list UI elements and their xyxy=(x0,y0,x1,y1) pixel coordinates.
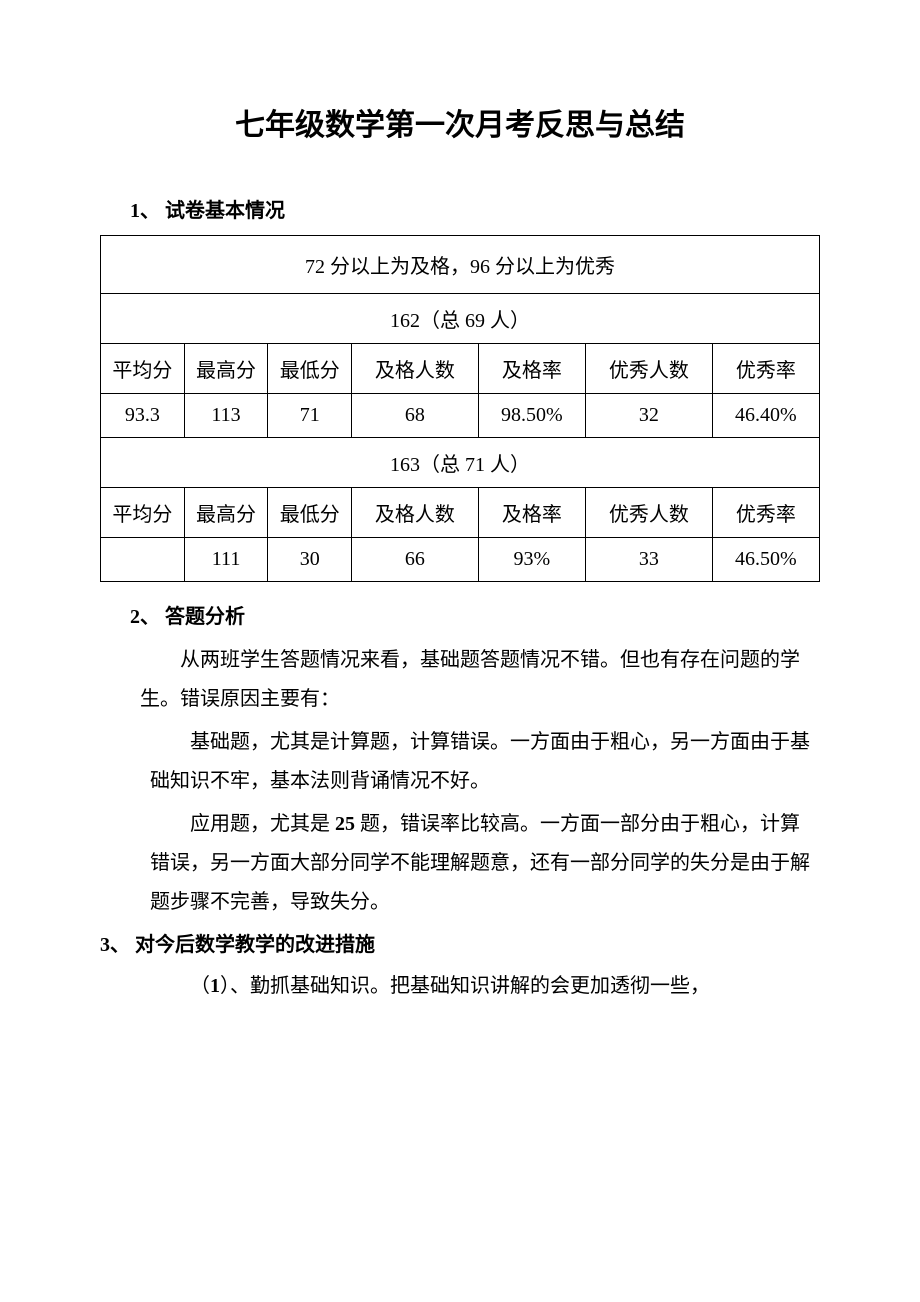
column-header-min: 最低分 xyxy=(268,488,352,538)
column-header-exrate: 优秀率 xyxy=(712,488,819,538)
table-row: 93.3 113 71 68 98.50% 32 46.40% xyxy=(101,394,820,438)
cell-class2-passrate: 93% xyxy=(478,538,585,582)
cell-class1-passrate: 98.50% xyxy=(478,394,585,438)
para4-suffix: ）、勤抓基础知识。把基础知识讲解的会更加透彻一些， xyxy=(220,975,710,997)
paragraph-1: 从两班学生答题情况来看，基础题答题情况不错。但也有存在问题的学生。错误原因主要有… xyxy=(140,641,810,719)
table-row: 162（总 69 人） xyxy=(101,294,820,344)
para3-bold-number: 25 xyxy=(335,813,355,835)
para4-bold-number: 1 xyxy=(210,975,220,997)
section-1-heading: 1、 试卷基本情况 xyxy=(130,194,820,223)
paragraph-2: 基础题，尤其是计算题，计算错误。一方面由于粗心，另一方面由于基础知识不牢，基本法… xyxy=(150,723,810,801)
column-header-exrate: 优秀率 xyxy=(712,344,819,394)
table-row: 72 分以上为及格，96 分以上为优秀 xyxy=(101,236,820,294)
cell-class1-min: 71 xyxy=(268,394,352,438)
cell-class1-passnum: 68 xyxy=(352,394,479,438)
cell-class1-avg: 93.3 xyxy=(101,394,185,438)
cell-class2-min: 30 xyxy=(268,538,352,582)
cell-class1-exnum: 32 xyxy=(586,394,713,438)
cell-class1-max: 113 xyxy=(184,394,268,438)
paragraph-4: （1）、勤抓基础知识。把基础知识讲解的会更加透彻一些， xyxy=(150,967,810,1006)
column-header-avg: 平均分 xyxy=(101,488,185,538)
section-3-heading: 3、 对今后数学教学的改进措施 xyxy=(100,928,820,957)
class-163-header: 163（总 71 人） xyxy=(101,438,820,488)
column-header-max: 最高分 xyxy=(184,488,268,538)
column-header-avg: 平均分 xyxy=(101,344,185,394)
column-header-passnum: 及格人数 xyxy=(352,344,479,394)
column-header-passrate: 及格率 xyxy=(478,344,585,394)
column-header-passrate: 及格率 xyxy=(478,488,585,538)
cell-class2-max: 111 xyxy=(184,538,268,582)
criteria-cell: 72 分以上为及格，96 分以上为优秀 xyxy=(101,236,820,294)
section-2-heading: 2、 答题分析 xyxy=(130,600,820,629)
para4-prefix: （ xyxy=(190,975,210,997)
paragraph-3: 应用题，尤其是 25 题，错误率比较高。一方面一部分由于粗心，计算错误，另一方面… xyxy=(150,805,810,922)
para3-prefix: 应用题，尤其是 xyxy=(190,813,335,835)
column-header-passnum: 及格人数 xyxy=(352,488,479,538)
cell-class2-passnum: 66 xyxy=(352,538,479,582)
column-header-min: 最低分 xyxy=(268,344,352,394)
cell-class1-exrate: 46.40% xyxy=(712,394,819,438)
table-row: 平均分 最高分 最低分 及格人数 及格率 优秀人数 优秀率 xyxy=(101,344,820,394)
stats-table: 72 分以上为及格，96 分以上为优秀 162（总 69 人） 平均分 最高分 … xyxy=(100,235,820,582)
cell-class2-exnum: 33 xyxy=(586,538,713,582)
table-row: 111 30 66 93% 33 46.50% xyxy=(101,538,820,582)
document-title: 七年级数学第一次月考反思与总结 xyxy=(100,100,820,144)
cell-class2-avg xyxy=(101,538,185,582)
column-header-exnum: 优秀人数 xyxy=(586,344,713,394)
column-header-exnum: 优秀人数 xyxy=(586,488,713,538)
column-header-max: 最高分 xyxy=(184,344,268,394)
table-row: 平均分 最高分 最低分 及格人数 及格率 优秀人数 优秀率 xyxy=(101,488,820,538)
table-row: 163（总 71 人） xyxy=(101,438,820,488)
class-162-header: 162（总 69 人） xyxy=(101,294,820,344)
cell-class2-exrate: 46.50% xyxy=(712,538,819,582)
